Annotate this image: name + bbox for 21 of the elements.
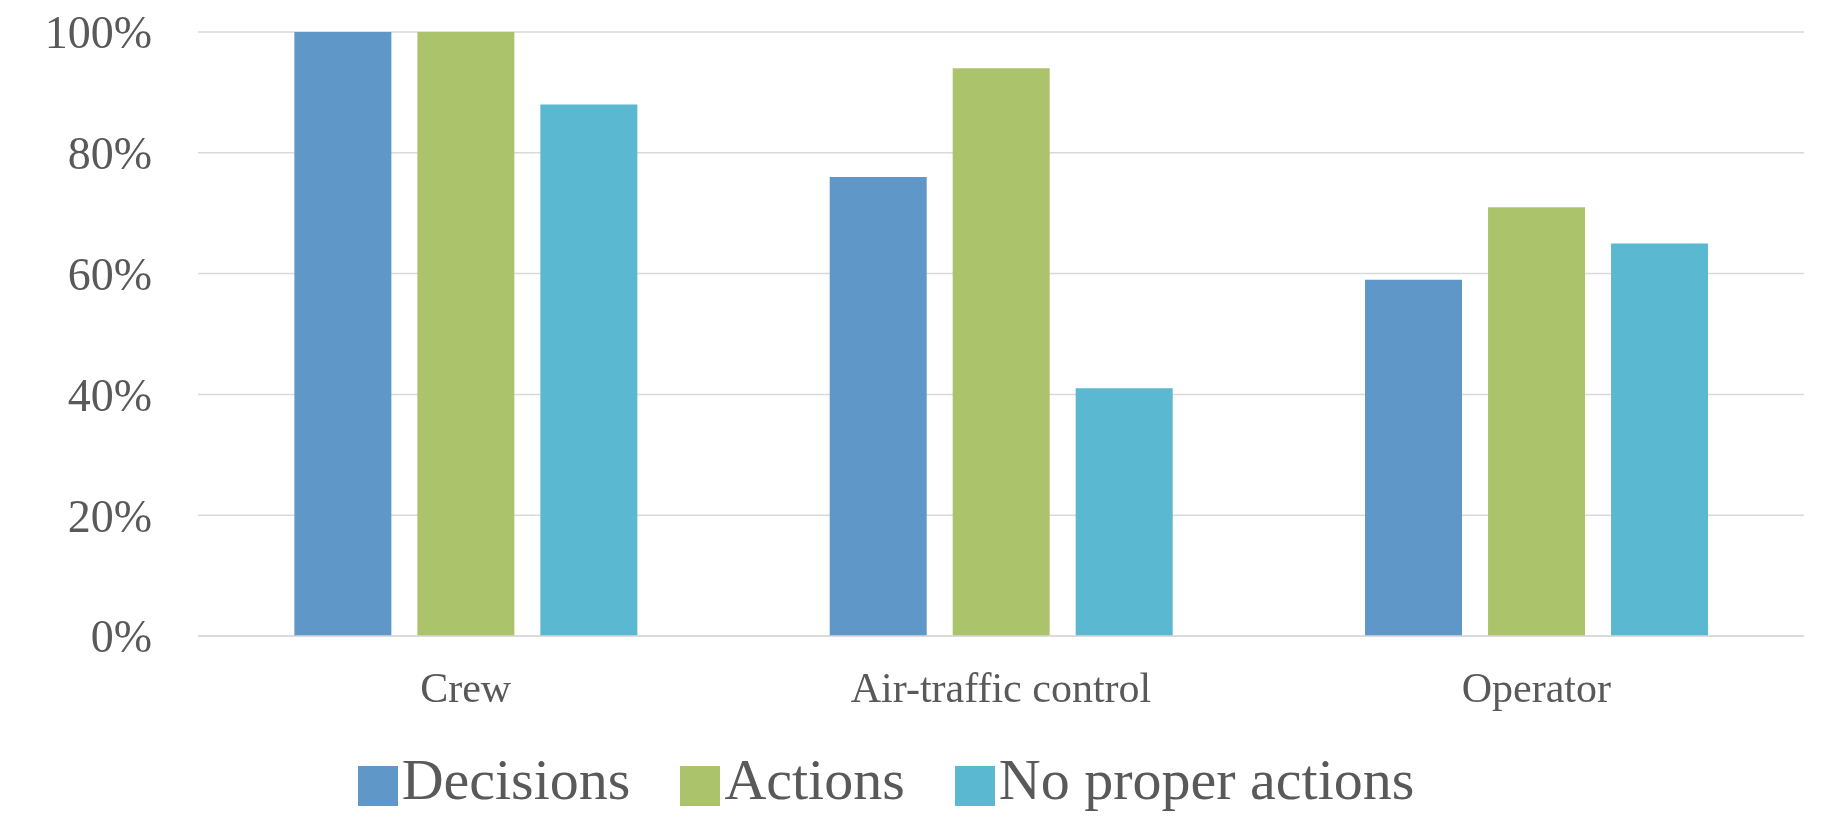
y-tick-label: 100% — [44, 7, 152, 59]
bar — [829, 176, 927, 636]
y-tick-label: 0% — [90, 611, 152, 663]
x-tick-label: Operator — [1461, 664, 1611, 711]
y-tick-label: 20% — [67, 490, 152, 542]
bar — [1365, 279, 1463, 636]
bar — [1075, 388, 1173, 636]
legend-label: Actions — [724, 747, 905, 812]
bar — [1611, 243, 1709, 636]
legend-label: Decisions — [401, 747, 631, 812]
y-tick-label: 60% — [67, 248, 152, 300]
legend-label: No proper actions — [998, 747, 1415, 812]
bar — [540, 104, 638, 636]
y-tick-label: 80% — [67, 128, 152, 180]
bar — [294, 32, 392, 636]
x-tick-label: Crew — [420, 664, 512, 711]
x-tick-label: Air-traffic control — [850, 664, 1152, 711]
bar — [417, 32, 515, 636]
bar — [1488, 207, 1586, 636]
y-tick-label: 40% — [67, 369, 152, 421]
bar — [952, 68, 1050, 636]
